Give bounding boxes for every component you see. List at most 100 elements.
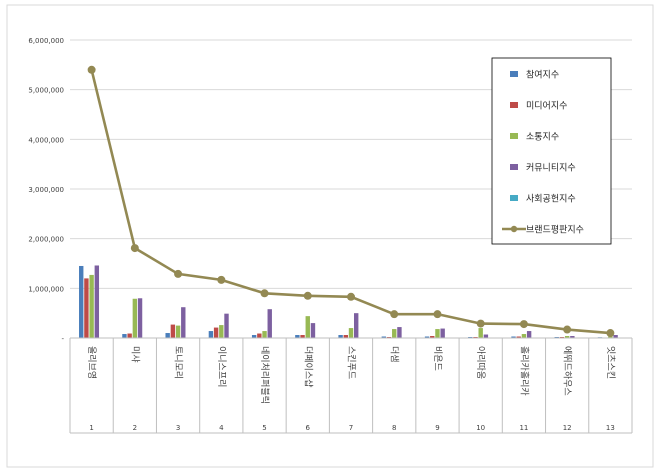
- bar: [521, 334, 527, 338]
- bar: [213, 327, 219, 338]
- line-point: [347, 292, 355, 301]
- bar: [564, 336, 570, 338]
- category-number: 5: [262, 424, 266, 432]
- line-point: [606, 329, 615, 338]
- bar: [526, 331, 532, 338]
- bar: [381, 336, 387, 338]
- line-point: [433, 310, 442, 319]
- bar: [430, 336, 435, 338]
- category-number: 6: [306, 424, 311, 432]
- y-tick-label: 5,000,000: [28, 87, 64, 95]
- category-number: 10: [476, 424, 485, 432]
- bar: [310, 323, 316, 338]
- bar: [613, 335, 618, 338]
- legend-label: 브랜드평판지수: [526, 225, 584, 236]
- bar: [608, 336, 613, 338]
- legend-label: 소통지수: [526, 132, 559, 143]
- bar: [397, 327, 402, 338]
- legend-box: [491, 57, 612, 245]
- category-number: 9: [435, 424, 439, 432]
- y-tick-label: -: [61, 335, 64, 343]
- bar: [516, 336, 521, 338]
- bar: [175, 325, 181, 338]
- bar: [262, 331, 267, 338]
- bar: [570, 336, 575, 338]
- category-label: 잇츠스킨: [605, 346, 617, 379]
- bar: [224, 313, 229, 338]
- bar: [478, 328, 483, 338]
- y-tick-label: 4,000,000: [28, 136, 64, 144]
- category-label: 미샤: [129, 346, 140, 363]
- category-number: 3: [176, 424, 180, 432]
- legend-label: 미디어지수: [526, 101, 567, 112]
- category-label: 스킨푸드: [346, 346, 357, 379]
- legend-swatch: [510, 102, 518, 108]
- bar: [219, 325, 224, 338]
- category-number: 4: [219, 424, 224, 432]
- legend-label: 커뮤니티지수: [526, 163, 576, 174]
- line-point: [87, 65, 96, 74]
- category-label: 네이처리퍼블릭: [259, 346, 271, 404]
- legend-swatch: [510, 164, 518, 170]
- bar: [424, 336, 430, 338]
- bar: [170, 324, 176, 338]
- category-number: 13: [606, 424, 615, 432]
- category-number: 11: [519, 424, 528, 432]
- bar: [89, 274, 94, 338]
- legend-line-marker: [510, 225, 518, 233]
- bar: [440, 328, 445, 338]
- bar: [267, 309, 272, 338]
- bar: [435, 329, 440, 338]
- legend-swatch: [510, 71, 518, 77]
- line-point: [563, 325, 572, 334]
- y-tick-label: 3,000,000: [28, 186, 64, 194]
- bar: [354, 313, 359, 338]
- bar: [295, 335, 300, 338]
- y-tick-label: 2,000,000: [28, 236, 64, 244]
- category-label: 에뛰드하우스: [562, 346, 573, 396]
- bar: [181, 307, 186, 338]
- y-tick-label: 1,000,000: [28, 285, 64, 293]
- line-point: [519, 320, 528, 329]
- bar: [94, 265, 100, 338]
- legend-label: 사회공헌지수: [526, 194, 576, 205]
- category-number: 12: [563, 424, 572, 432]
- bar: [84, 278, 89, 338]
- bar: [300, 335, 305, 338]
- bar: [132, 298, 138, 338]
- legend-swatch: [510, 195, 518, 201]
- bar: [257, 333, 262, 338]
- bar: [305, 316, 310, 338]
- category-label: 이니스프리: [216, 346, 227, 387]
- category-label: 홀리카홀리카: [518, 346, 530, 396]
- line-point: [303, 291, 312, 300]
- bars: [79, 265, 618, 338]
- bar: [79, 265, 84, 338]
- line-point: [476, 319, 485, 328]
- bar: [511, 336, 516, 338]
- line-point: [217, 275, 226, 284]
- category-number: 2: [133, 424, 137, 432]
- y-axis-ticks: - 1,000,000 2,000,000 3,000,000 4,000,000 5,0…: [28, 37, 64, 343]
- category-label: 토니모리: [173, 346, 184, 379]
- line-point: [174, 269, 183, 278]
- line-point: [260, 289, 269, 298]
- category-label: 더페이스샵: [302, 346, 313, 387]
- bar: [348, 328, 354, 338]
- bar: [122, 334, 127, 338]
- bar: [483, 334, 489, 338]
- bar: [127, 333, 132, 338]
- category-label: 더샘: [389, 346, 400, 363]
- bar: [338, 335, 343, 338]
- line-point: [130, 244, 139, 253]
- bar: [251, 335, 257, 338]
- total-line: [87, 65, 615, 338]
- y-tick-label: 6,000,000: [28, 37, 64, 45]
- bar: [392, 329, 397, 338]
- category-number: 1: [89, 424, 93, 432]
- category-label: 비욘드: [432, 346, 443, 371]
- category-label: 아리따움: [475, 346, 486, 379]
